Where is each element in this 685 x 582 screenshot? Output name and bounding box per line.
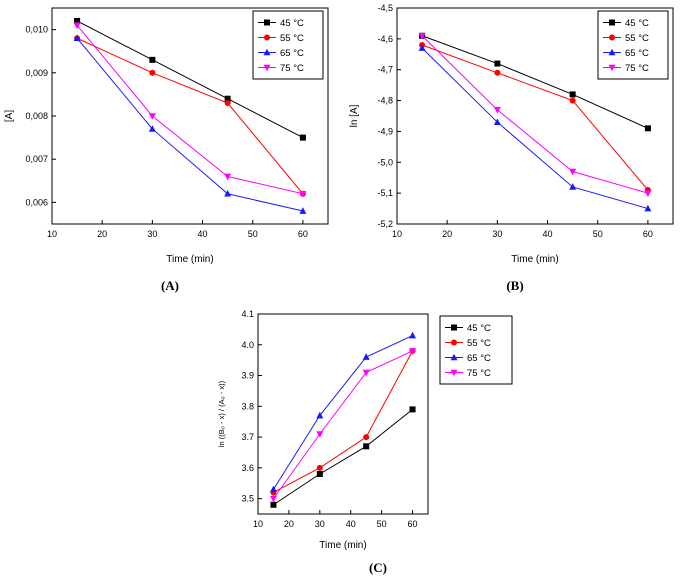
svg-text:10: 10 xyxy=(253,519,263,529)
caption-a: (A) xyxy=(160,278,180,293)
svg-text:50: 50 xyxy=(593,229,603,239)
svg-text:55 °C: 55 °C xyxy=(280,33,304,44)
svg-text:-5,0: -5,0 xyxy=(377,157,393,167)
svg-text:-5,2: -5,2 xyxy=(377,219,393,229)
svg-text:4.1: 4.1 xyxy=(241,309,254,319)
svg-text:Time (min): Time (min) xyxy=(166,254,213,265)
svg-text:30: 30 xyxy=(492,229,502,239)
svg-text:10: 10 xyxy=(392,229,402,239)
svg-text:65 °C: 65 °C xyxy=(280,48,304,59)
svg-text:75 °C: 75 °C xyxy=(625,63,649,74)
svg-text:0,007: 0,007 xyxy=(25,154,48,164)
svg-text:45 °C: 45 °C xyxy=(467,323,491,334)
caption-b: (B) xyxy=(506,278,524,293)
svg-text:30: 30 xyxy=(315,519,325,529)
svg-text:10: 10 xyxy=(47,229,57,239)
svg-text:-4,6: -4,6 xyxy=(377,34,393,44)
svg-text:ln ((B₀ - x) / (A₀ - x)): ln ((B₀ - x) / (A₀ - x)) xyxy=(217,380,226,447)
svg-text:20: 20 xyxy=(97,229,107,239)
svg-text:0,009: 0,009 xyxy=(25,68,48,78)
chart-a: 10 20 30 40 50 60 0,006 0,007 0,008 0,009 0,010 Tim… xyxy=(4,7,329,265)
svg-text:50: 50 xyxy=(377,519,387,529)
svg-text:55 °C: 55 °C xyxy=(625,33,649,44)
svg-text:3.9: 3.9 xyxy=(241,371,254,381)
svg-text:45 °C: 45 °C xyxy=(625,18,649,29)
svg-text:60: 60 xyxy=(408,519,418,529)
svg-text:Time (min): Time (min) xyxy=(511,254,558,265)
svg-text:3.6: 3.6 xyxy=(241,463,254,473)
svg-text:-5,1: -5,1 xyxy=(377,188,393,198)
svg-text:60: 60 xyxy=(298,229,308,239)
caption-c: (C) xyxy=(368,560,388,575)
svg-text:0,008: 0,008 xyxy=(25,111,48,121)
svg-text:-4,5: -4,5 xyxy=(377,3,393,13)
svg-text:55 °C: 55 °C xyxy=(467,338,491,349)
svg-text:4.0: 4.0 xyxy=(241,340,254,350)
svg-text:-4,9: -4,9 xyxy=(377,126,393,136)
svg-text:65 °C: 65 °C xyxy=(625,48,649,59)
svg-text:3.8: 3.8 xyxy=(241,401,254,411)
svg-text:-4,8: -4,8 xyxy=(377,96,393,106)
svg-text:0,006: 0,006 xyxy=(25,197,48,207)
svg-text:40: 40 xyxy=(346,519,356,529)
svg-text:3.7: 3.7 xyxy=(241,432,254,442)
svg-text:[A]: [A] xyxy=(4,110,15,122)
svg-text:45 °C: 45 °C xyxy=(280,18,304,29)
svg-text:Time (min): Time (min) xyxy=(319,540,366,551)
svg-text:50: 50 xyxy=(248,229,258,239)
svg-text:65 °C: 65 °C xyxy=(467,353,491,364)
svg-text:30: 30 xyxy=(147,229,157,239)
svg-text:ln [A]: ln [A] xyxy=(349,104,360,127)
svg-text:75 °C: 75 °C xyxy=(280,63,304,74)
chart-c: 10 20 30 40 50 60 3.5 3.6 3.7 3.8 3.9 4.0 4.1 Time (m… xyxy=(217,309,513,551)
svg-text:60: 60 xyxy=(643,229,653,239)
svg-text:3.5: 3.5 xyxy=(241,494,254,504)
svg-text:40: 40 xyxy=(198,229,208,239)
svg-text:75 °C: 75 °C xyxy=(467,368,491,379)
svg-text:20: 20 xyxy=(442,229,452,239)
svg-text:40: 40 xyxy=(543,229,553,239)
svg-text:0,010: 0,010 xyxy=(25,25,48,35)
svg-text:-4,7: -4,7 xyxy=(377,65,393,75)
chart-b: 10 20 30 40 50 60 -5,2 -5,1 -5,0 -4,9 -4,8 -4,7 -4,6… xyxy=(349,3,674,265)
svg-text:20: 20 xyxy=(284,519,294,529)
